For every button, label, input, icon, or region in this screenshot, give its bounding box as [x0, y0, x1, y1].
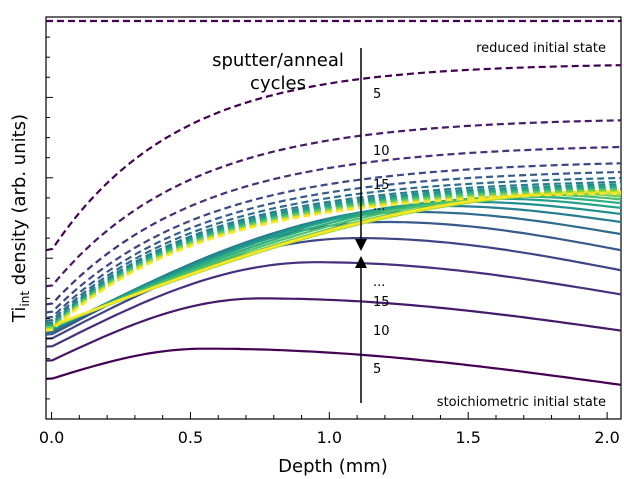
arrow-title-line1: sputter/anneal [212, 50, 344, 71]
x-tick-label: 1.0 [317, 428, 342, 447]
cycle-label-stoich-15: 15 [373, 295, 390, 310]
y-axis-label-subscript: int [18, 291, 32, 307]
reduced-curve-4 [45, 162, 622, 314]
cycle-label-stoich-ellipsis: ... [373, 275, 385, 290]
stoich-curve-2 [45, 297, 622, 362]
reduced-curve-7 [45, 180, 622, 325]
y-axis-label-rest: density (arb. units) [9, 114, 30, 291]
cycle-label-stoich-10: 10 [373, 324, 390, 339]
reduced-curve-3 [45, 145, 622, 306]
x-tick-label: 0.0 [39, 428, 64, 447]
x-axis-label: Depth (mm) [278, 456, 388, 477]
reduced-initial-state-label: reduced initial state [476, 41, 606, 56]
arrow-title-line2: cycles [250, 73, 306, 94]
cycle-label-reduced-5: 5 [373, 87, 381, 102]
cycle-label-stoich-5: 5 [373, 362, 381, 377]
y-axis-label-main: Ti [9, 307, 30, 323]
stoichiometric-initial-state-label: stoichiometric initial state [437, 395, 606, 410]
reduced-curve-8 [45, 183, 622, 326]
reduced-curve-1 [45, 64, 622, 252]
series-layer [45, 19, 622, 386]
reduced-curve-9 [45, 185, 622, 327]
tick-label-layer: 0.0 0.5 1.0 1.5 2.0 [39, 428, 620, 447]
x-tick-label: 0.5 [178, 428, 203, 447]
cycle-label-reduced-10: 10 [373, 144, 390, 159]
reduced-curve-6 [45, 176, 622, 322]
stoich-curve-9 [45, 197, 622, 331]
stoich-curve-3 [45, 261, 622, 348]
x-tick-label: 2.0 [594, 428, 619, 447]
stoich-curve-4 [45, 237, 622, 340]
reduced-curve-5 [45, 170, 622, 319]
stoich-curve-1 [45, 347, 622, 386]
y-axis-label: Tiint density (arb. units) [9, 114, 32, 323]
tick-layer [46, 16, 608, 420]
reduced-curve-15 [45, 192, 622, 332]
x-tick-label: 1.5 [455, 428, 480, 447]
cycle-label-reduced-15: 15 [373, 178, 390, 193]
cycle-label-reduced-ellipsis: ... [373, 199, 385, 214]
reduced-curve-2 [45, 119, 622, 288]
reduced-curve-10 [45, 186, 622, 328]
